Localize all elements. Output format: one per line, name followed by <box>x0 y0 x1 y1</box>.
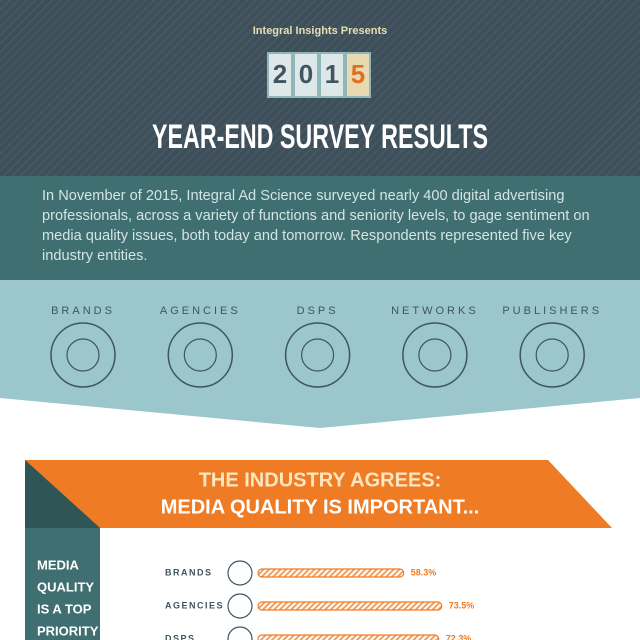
bar <box>257 568 405 578</box>
entity-label: DSPS <box>297 305 339 317</box>
digit-box <box>345 52 371 98</box>
side-text: QUALITY <box>37 579 94 594</box>
entity-icon-inner <box>535 338 569 372</box>
entity-icon <box>167 322 234 388</box>
bar <box>257 601 443 611</box>
digit-box <box>293 52 319 98</box>
digit-box <box>267 52 293 98</box>
presenter: Integral Insights Presents <box>253 25 387 37</box>
row-icon <box>227 626 253 640</box>
entity-icon <box>519 322 585 388</box>
entity-icon-inner <box>301 338 335 372</box>
intro-text: In November of 2015, Integral Ad Science… <box>42 188 590 264</box>
bar <box>257 634 440 640</box>
banner <box>25 460 612 528</box>
entity-label: PUBLISHERS <box>502 305 602 317</box>
row-label: BRANDS <box>165 567 213 577</box>
row-label: DSPS <box>165 633 196 640</box>
side-text: IS A TOP <box>37 601 92 616</box>
entities: BRANDS AGENCIES DSPS NETWORKS PUBLISHERS <box>50 305 602 388</box>
digit: 5 <box>351 59 365 89</box>
entity-icon-inner <box>66 338 100 372</box>
row-icon <box>227 593 253 619</box>
entities-bg <box>0 280 640 428</box>
entity-icon-inner <box>418 338 452 372</box>
entity-icon <box>402 322 468 388</box>
entity-label: BRANDS <box>51 305 115 317</box>
value-label: 58.3% <box>411 567 437 577</box>
value-label: 73.5% <box>449 600 475 610</box>
banner-title: THE INDUSTRY AGREES: <box>199 469 442 491</box>
entity-icon <box>50 322 116 388</box>
banner-title: MEDIA QUALITY IS IMPORTANT... <box>161 496 480 518</box>
intro-bg <box>0 176 640 280</box>
digit: 1 <box>325 59 339 89</box>
digit: 2 <box>273 59 287 89</box>
entity-icon <box>284 322 351 388</box>
side-text: MEDIA <box>37 557 80 572</box>
title: YEAR-END SURVEY RESULTS <box>152 118 488 156</box>
entity-label: AGENCIES <box>160 305 241 317</box>
row-label: AGENCIES <box>165 600 224 610</box>
side-text: PRIORITY <box>37 623 99 638</box>
row-icon <box>227 560 253 586</box>
fold <box>25 460 100 528</box>
section: THE INDUSTRY AGREES: MEDIA QUALITY IS IMP… <box>37 469 479 640</box>
digit: 0 <box>299 59 313 89</box>
entity-label: NETWORKS <box>391 305 479 317</box>
value-label: 72.3% <box>446 633 472 640</box>
entity-icon-inner <box>183 338 217 372</box>
digit-box <box>319 52 345 98</box>
